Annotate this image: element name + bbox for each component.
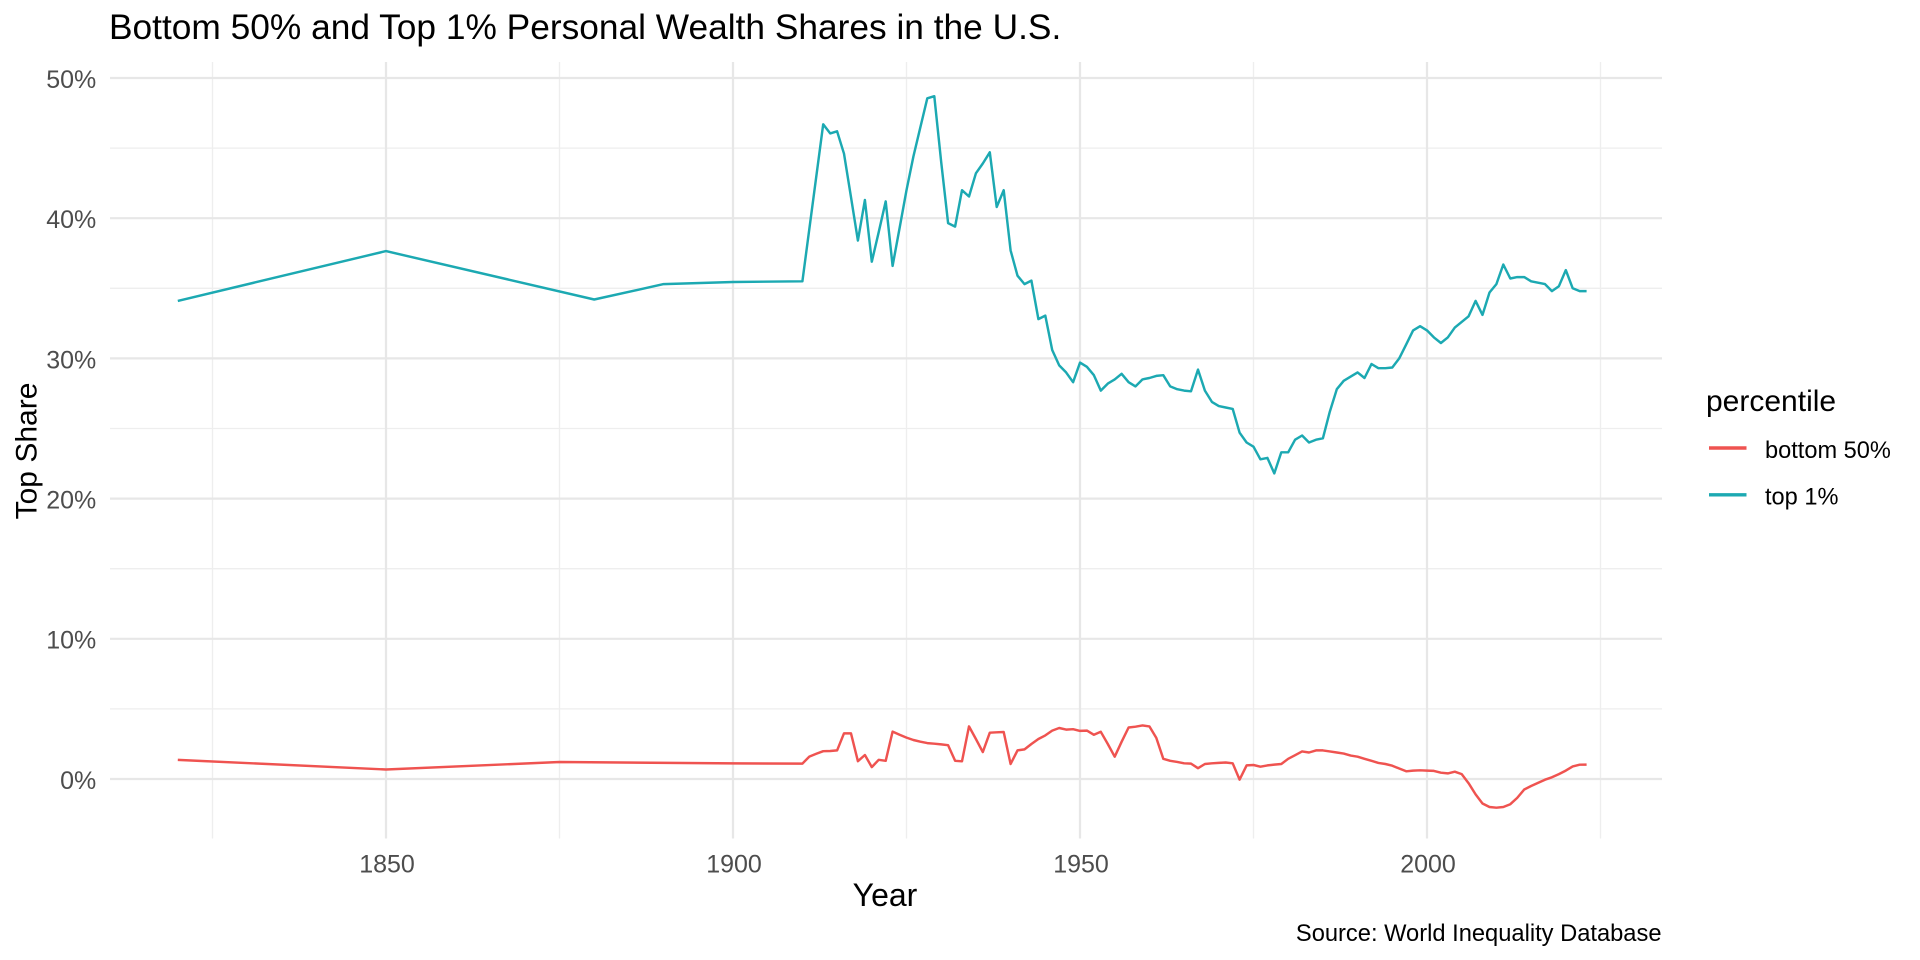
svg-text:1950: 1950 [1053, 851, 1109, 879]
svg-text:40%: 40% [46, 206, 96, 234]
svg-text:Top Share: Top Share [11, 383, 44, 520]
svg-text:percentile: percentile [1706, 385, 1836, 418]
svg-text:Year: Year [853, 877, 918, 913]
svg-text:10%: 10% [46, 627, 96, 655]
svg-text:2000: 2000 [1400, 851, 1456, 879]
svg-text:20%: 20% [46, 487, 96, 515]
svg-text:0%: 0% [60, 767, 96, 795]
svg-text:50%: 50% [46, 66, 96, 94]
svg-text:30%: 30% [46, 346, 96, 374]
svg-text:Source: World Inequality Datab: Source: World Inequality Database [1296, 921, 1662, 947]
svg-text:bottom 50%: bottom 50% [1765, 438, 1891, 464]
svg-text:1900: 1900 [706, 851, 762, 879]
svg-text:1850: 1850 [359, 851, 415, 879]
svg-text:top 1%: top 1% [1765, 485, 1838, 511]
svg-text:Bottom 50% and Top 1% Personal: Bottom 50% and Top 1% Personal Wealth Sh… [109, 8, 1061, 47]
